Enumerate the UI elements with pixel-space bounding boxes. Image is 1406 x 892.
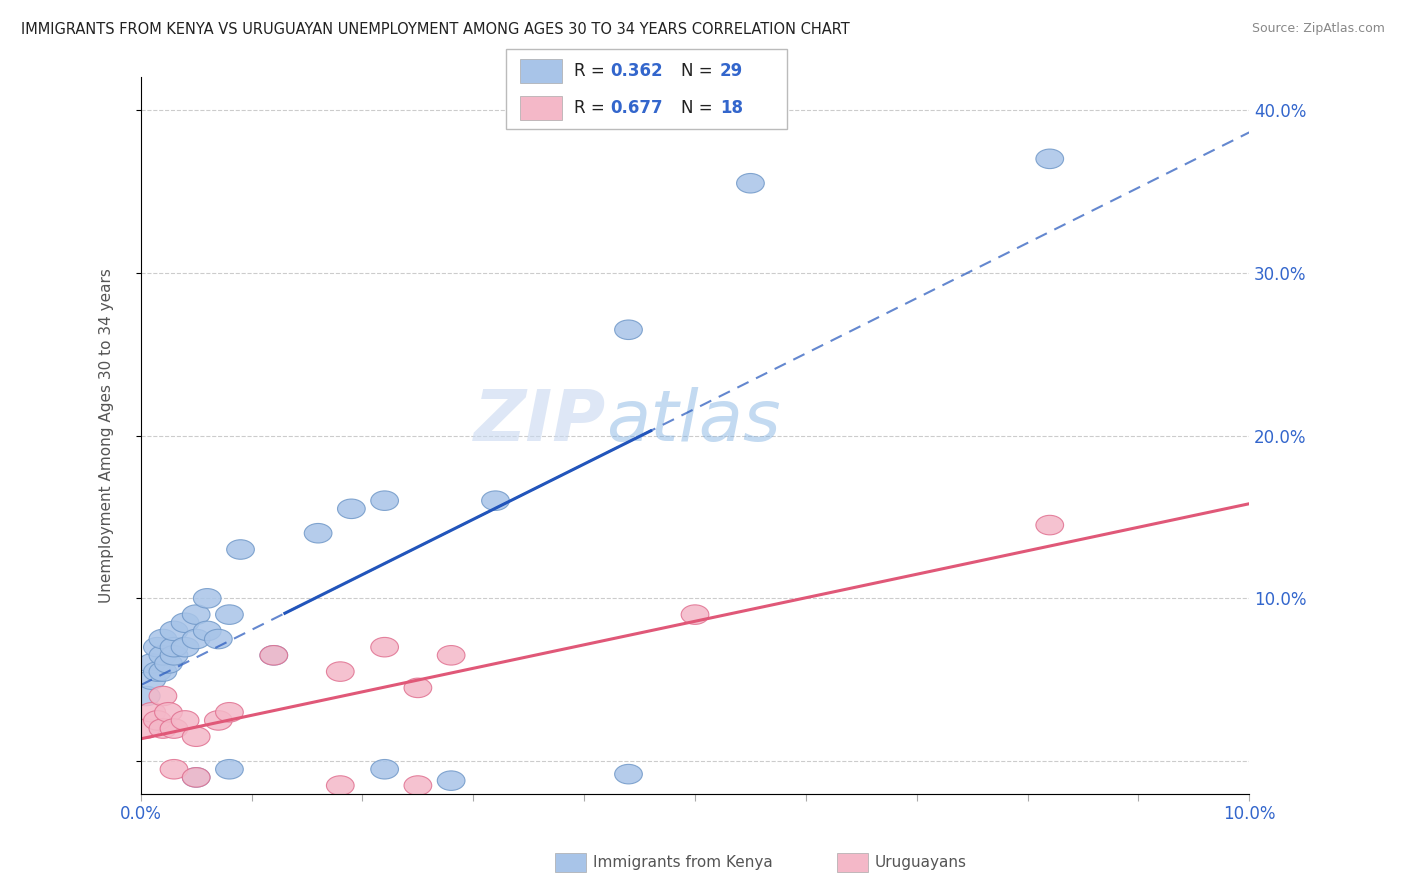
Ellipse shape [138, 654, 166, 673]
Ellipse shape [149, 629, 177, 648]
Ellipse shape [155, 654, 183, 673]
Ellipse shape [183, 605, 209, 624]
Ellipse shape [172, 711, 198, 731]
Ellipse shape [204, 711, 232, 731]
Text: N =: N = [681, 62, 717, 79]
Ellipse shape [371, 491, 398, 510]
Ellipse shape [215, 703, 243, 722]
Ellipse shape [215, 605, 243, 624]
Ellipse shape [160, 621, 188, 640]
Text: IMMIGRANTS FROM KENYA VS URUGUAYAN UNEMPLOYMENT AMONG AGES 30 TO 34 YEARS CORREL: IMMIGRANTS FROM KENYA VS URUGUAYAN UNEMP… [21, 22, 849, 37]
Text: N =: N = [681, 99, 717, 117]
Ellipse shape [1036, 516, 1063, 535]
Ellipse shape [160, 638, 188, 657]
Ellipse shape [143, 638, 172, 657]
Ellipse shape [437, 646, 465, 665]
Text: atlas: atlas [606, 387, 780, 456]
Ellipse shape [138, 703, 166, 722]
Ellipse shape [437, 771, 465, 790]
Text: R =: R = [574, 62, 610, 79]
Ellipse shape [326, 662, 354, 681]
FancyBboxPatch shape [506, 49, 787, 129]
Ellipse shape [337, 499, 366, 518]
Ellipse shape [183, 727, 209, 747]
Text: 0.677: 0.677 [610, 99, 662, 117]
Ellipse shape [143, 711, 172, 731]
Ellipse shape [614, 320, 643, 340]
Ellipse shape [183, 768, 209, 787]
Ellipse shape [226, 540, 254, 559]
Ellipse shape [183, 629, 209, 648]
Ellipse shape [215, 759, 243, 779]
Ellipse shape [1036, 149, 1063, 169]
Ellipse shape [737, 173, 765, 193]
Text: ZIP: ZIP [474, 387, 606, 456]
Ellipse shape [371, 759, 398, 779]
FancyBboxPatch shape [520, 95, 562, 120]
Ellipse shape [614, 764, 643, 784]
Ellipse shape [194, 621, 221, 640]
Ellipse shape [160, 759, 188, 779]
Ellipse shape [138, 670, 166, 690]
Ellipse shape [132, 719, 160, 739]
Ellipse shape [326, 776, 354, 796]
Text: 0.362: 0.362 [610, 62, 662, 79]
Ellipse shape [143, 662, 172, 681]
Ellipse shape [404, 776, 432, 796]
Ellipse shape [172, 613, 198, 632]
Ellipse shape [204, 629, 232, 648]
Text: Source: ZipAtlas.com: Source: ZipAtlas.com [1251, 22, 1385, 36]
Ellipse shape [482, 491, 509, 510]
Ellipse shape [371, 638, 398, 657]
Ellipse shape [183, 768, 209, 787]
Ellipse shape [404, 678, 432, 698]
Ellipse shape [260, 646, 288, 665]
Ellipse shape [304, 524, 332, 543]
Ellipse shape [681, 605, 709, 624]
Ellipse shape [149, 646, 177, 665]
Ellipse shape [149, 662, 177, 681]
Ellipse shape [260, 646, 288, 665]
Text: Uruguayans: Uruguayans [875, 855, 966, 870]
Text: 18: 18 [720, 99, 742, 117]
Ellipse shape [149, 719, 177, 739]
FancyBboxPatch shape [520, 59, 562, 83]
Ellipse shape [194, 589, 221, 608]
Text: Immigrants from Kenya: Immigrants from Kenya [593, 855, 773, 870]
Ellipse shape [149, 686, 177, 706]
Ellipse shape [132, 686, 160, 706]
Ellipse shape [172, 638, 198, 657]
Y-axis label: Unemployment Among Ages 30 to 34 years: Unemployment Among Ages 30 to 34 years [100, 268, 114, 603]
Ellipse shape [160, 719, 188, 739]
Ellipse shape [155, 703, 183, 722]
Text: 29: 29 [720, 62, 744, 79]
Ellipse shape [160, 646, 188, 665]
Text: R =: R = [574, 99, 610, 117]
